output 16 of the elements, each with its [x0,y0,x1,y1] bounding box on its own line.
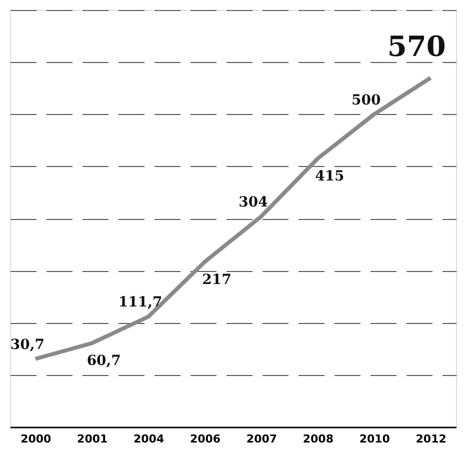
data-label: 111,7 [118,294,162,311]
data-label: 570 [387,30,446,63]
x-tick-label: 2008 [302,432,334,446]
data-label: 30,7 [10,336,44,353]
data-label: 500 [352,92,382,108]
data-label: 304 [238,194,268,210]
x-tick-label: 2004 [134,432,164,446]
x-tick-label: 2001 [77,432,108,446]
x-tick-label: 2007 [246,432,278,446]
data-label: 60,7 [86,353,121,370]
x-tick-label: 2000 [20,432,52,446]
data-label: 217 [202,272,232,288]
x-tick-label: 2006 [190,432,221,446]
x-tick-label: 2010 [359,432,390,446]
data-label: 415 [315,168,344,185]
x-tick-label: 2012 [416,432,446,446]
